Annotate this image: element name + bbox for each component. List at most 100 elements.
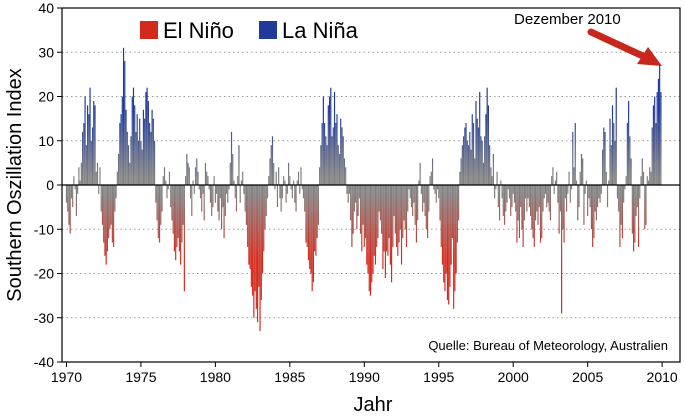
soi-bar xyxy=(175,185,177,261)
soi-bar xyxy=(187,162,189,186)
soi-bar xyxy=(480,136,482,185)
soi-bar xyxy=(614,140,616,185)
soi-bar xyxy=(291,185,293,199)
soi-bar xyxy=(168,171,171,185)
soi-bar xyxy=(367,185,369,274)
soi-bar xyxy=(558,185,560,234)
soi-bar xyxy=(127,145,130,185)
soi-bar xyxy=(120,114,122,185)
y-tick-label: 20 xyxy=(38,89,54,105)
soi-bar xyxy=(526,185,528,212)
soi-bar xyxy=(307,185,310,261)
soi-bar xyxy=(507,185,509,190)
bars xyxy=(65,47,662,332)
soi-bar xyxy=(618,185,620,212)
soi-bar xyxy=(472,123,475,185)
soi-bar xyxy=(503,185,506,225)
soi-bar xyxy=(574,123,576,185)
soi-bar xyxy=(537,185,539,225)
legend-swatch-el-nino xyxy=(140,21,158,39)
soi-bar xyxy=(652,105,655,185)
soi-bar xyxy=(508,185,511,199)
soi-bar xyxy=(93,100,95,185)
soi-bar xyxy=(525,185,527,199)
soi-bar xyxy=(611,105,614,185)
soi-bar xyxy=(131,96,133,185)
soi-bar xyxy=(379,185,382,221)
soi-bar xyxy=(501,185,503,199)
soi-bar xyxy=(615,87,617,185)
soi-bar xyxy=(630,158,632,185)
soi-bar xyxy=(577,185,579,221)
soi-bar xyxy=(579,171,581,185)
soi-bar xyxy=(546,185,548,208)
soi-bar xyxy=(368,185,370,292)
soi-bar xyxy=(157,185,159,239)
soi-bar xyxy=(613,123,615,185)
soi-bar xyxy=(350,185,352,221)
soi-bar xyxy=(402,185,404,239)
soi-bar xyxy=(515,185,517,212)
soi-bar xyxy=(108,185,110,239)
soi-bar xyxy=(237,176,239,185)
soi-bar xyxy=(563,185,565,243)
soi-bar xyxy=(213,176,215,185)
soi-bar xyxy=(489,145,491,185)
soi-bar xyxy=(461,145,463,185)
soi-bar xyxy=(260,185,262,301)
soi-bar xyxy=(124,61,126,185)
soi-bar xyxy=(595,185,597,221)
soi-bar xyxy=(356,185,358,230)
soi-bar xyxy=(592,185,594,247)
soi-bar xyxy=(290,185,292,190)
x-tick-label: 1990 xyxy=(349,369,380,385)
soi-bar xyxy=(561,185,563,314)
soi-bar xyxy=(353,185,355,212)
soi-bar xyxy=(114,185,116,212)
soi-bar xyxy=(405,185,408,247)
soi-bar xyxy=(631,185,633,234)
soi-bar xyxy=(656,92,658,185)
soi-bar xyxy=(419,162,421,186)
soi-bar xyxy=(105,185,107,265)
soi-bar xyxy=(340,118,342,186)
legend-label-el-nino: El Niño xyxy=(163,18,234,43)
soi-bar xyxy=(156,185,158,221)
soi-bar xyxy=(209,185,212,203)
soi-bar xyxy=(121,96,123,185)
soi-bar xyxy=(641,158,643,185)
soi-bar xyxy=(552,167,554,185)
soi-bar xyxy=(625,176,627,185)
soi-bar xyxy=(300,167,302,185)
soi-bar xyxy=(458,185,460,221)
soi-bar xyxy=(450,185,452,265)
soi-bar xyxy=(224,185,226,216)
soi-bar xyxy=(418,180,420,185)
soi-bar xyxy=(623,185,625,203)
soi-bar xyxy=(203,185,205,221)
soi-bar xyxy=(211,185,213,216)
soi-bar xyxy=(580,154,583,185)
soi-bar xyxy=(644,185,646,230)
soi-bar xyxy=(594,185,596,212)
soi-bar xyxy=(570,185,573,190)
soi-bar xyxy=(223,185,225,239)
soi-bar xyxy=(553,185,555,194)
y-tick-label: 0 xyxy=(46,177,54,193)
soi-bar xyxy=(242,171,244,185)
soi-bar xyxy=(274,185,276,190)
soi-bar xyxy=(185,176,187,185)
soi-bar xyxy=(436,185,439,190)
soi-bar xyxy=(435,185,437,203)
soi-bar xyxy=(378,185,380,212)
soi-bar xyxy=(289,176,291,185)
soi-bar xyxy=(562,185,564,230)
soi-bar xyxy=(135,131,137,185)
soi-bar xyxy=(180,185,182,265)
soi-bar xyxy=(137,140,140,185)
soi-bar xyxy=(642,171,645,185)
soi-bar xyxy=(599,185,601,203)
annotation-label: Dezember 2010 xyxy=(514,11,621,28)
soi-bar xyxy=(295,185,297,212)
soi-bar xyxy=(269,158,271,185)
